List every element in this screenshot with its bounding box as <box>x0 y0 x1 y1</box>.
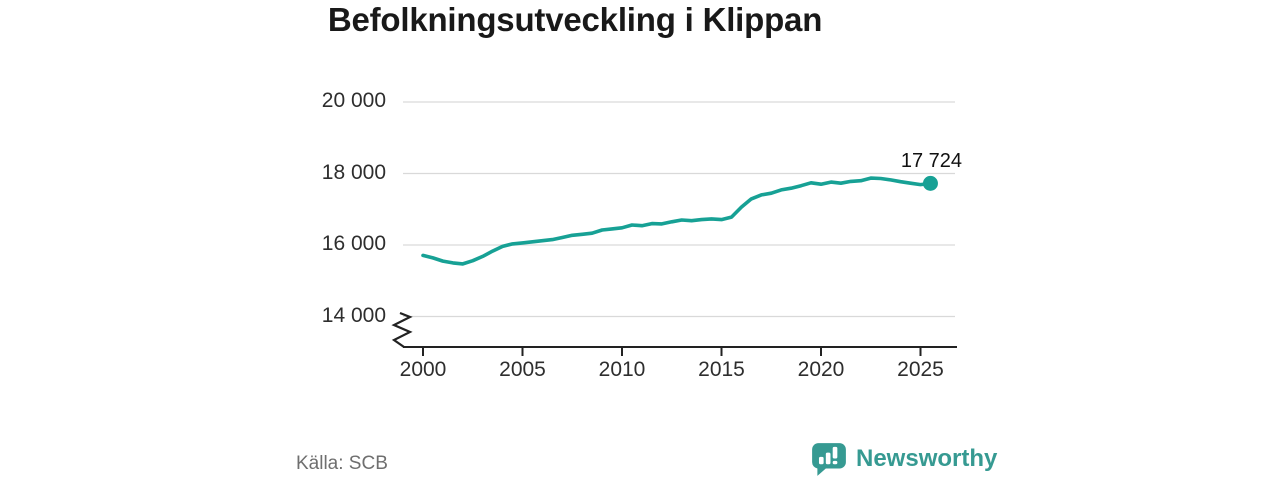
x-tick-label: 2000 <box>399 358 447 381</box>
y-tick-label: 18 000 <box>321 160 386 184</box>
x-tick-label: 2020 <box>797 358 845 381</box>
brand-name: Newsworthy <box>856 445 998 472</box>
y-tick-label: 16 000 <box>321 232 386 255</box>
x-tick-label: 2015 <box>698 358 745 381</box>
y-tick-label: 20 000 <box>321 89 386 112</box>
newsworthy-logo: Newsworthy <box>810 440 997 478</box>
source-note: Källa: SCB <box>296 453 388 474</box>
chart-title: Befolkningsutveckling i Klippan <box>327 1 823 38</box>
latest-value-dot <box>922 175 938 191</box>
newsworthy-bubble-chart-icon <box>810 440 848 478</box>
axis-break-icon <box>391 311 413 348</box>
latest-value-label: 17 724 <box>900 150 962 172</box>
population-line <box>421 176 933 266</box>
x-tick-label: 2005 <box>499 358 546 381</box>
x-tick-label: 2010 <box>598 358 646 381</box>
y-tick-label: 14 000 <box>321 303 386 327</box>
x-tick-label: 2025 <box>897 358 944 381</box>
